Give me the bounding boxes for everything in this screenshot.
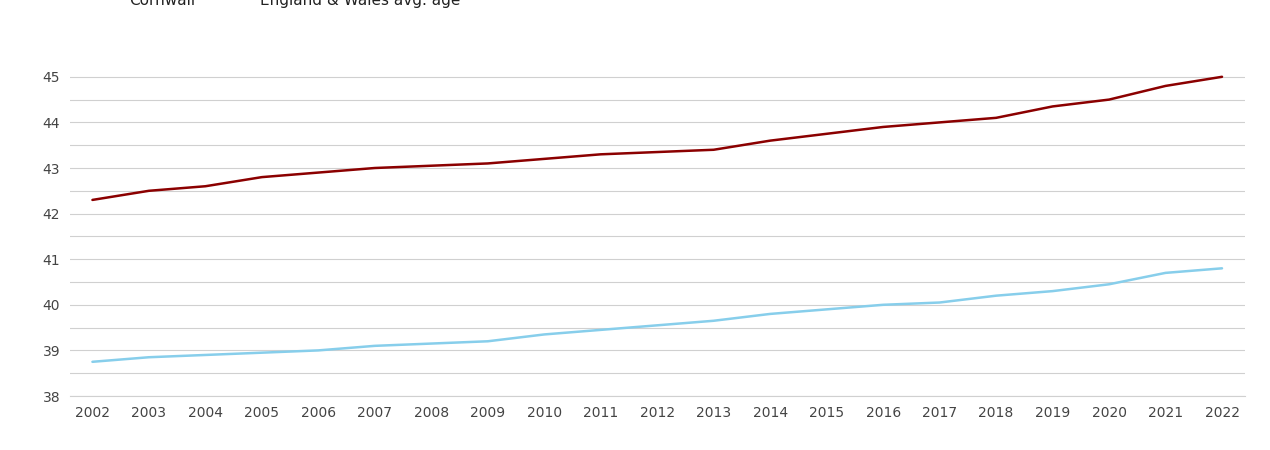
England & Wales avg. age xyxy=(1045,288,1060,294)
England & Wales avg. age xyxy=(198,352,213,358)
England & Wales avg. age xyxy=(1101,282,1116,287)
Cornwall xyxy=(198,184,213,189)
England & Wales avg. age xyxy=(1158,270,1173,275)
Cornwall xyxy=(537,156,552,162)
Cornwall xyxy=(762,138,777,144)
Cornwall xyxy=(1214,74,1229,80)
Cornwall xyxy=(819,131,834,136)
England & Wales avg. age xyxy=(254,350,269,356)
England & Wales avg. age xyxy=(537,332,552,337)
Cornwall xyxy=(593,152,608,157)
Cornwall xyxy=(85,197,100,202)
Cornwall xyxy=(254,175,269,180)
Cornwall xyxy=(367,165,382,171)
Cornwall xyxy=(649,149,664,155)
Line: England & Wales avg. age: England & Wales avg. age xyxy=(93,268,1222,362)
Cornwall xyxy=(706,147,721,153)
Line: Cornwall: Cornwall xyxy=(93,77,1222,200)
Cornwall xyxy=(311,170,326,175)
England & Wales avg. age xyxy=(85,359,100,364)
Cornwall xyxy=(1158,83,1173,89)
Cornwall xyxy=(875,124,890,130)
Cornwall xyxy=(932,120,947,125)
England & Wales avg. age xyxy=(480,338,495,344)
Cornwall xyxy=(1101,97,1116,102)
England & Wales avg. age xyxy=(988,293,1003,298)
England & Wales avg. age xyxy=(1214,266,1229,271)
Cornwall xyxy=(424,163,439,168)
England & Wales avg. age xyxy=(706,318,721,324)
England & Wales avg. age xyxy=(762,311,777,317)
Cornwall xyxy=(480,161,495,166)
England & Wales avg. age xyxy=(593,327,608,333)
England & Wales avg. age xyxy=(875,302,890,307)
England & Wales avg. age xyxy=(424,341,439,346)
England & Wales avg. age xyxy=(819,306,834,312)
England & Wales avg. age xyxy=(367,343,382,349)
Cornwall xyxy=(1045,104,1060,109)
Legend: Cornwall, England & Wales avg. age: Cornwall, England & Wales avg. age xyxy=(77,0,466,14)
England & Wales avg. age xyxy=(311,348,326,353)
England & Wales avg. age xyxy=(649,323,664,328)
England & Wales avg. age xyxy=(141,355,156,360)
Cornwall xyxy=(141,188,156,194)
Cornwall xyxy=(988,115,1003,121)
England & Wales avg. age xyxy=(932,300,947,305)
